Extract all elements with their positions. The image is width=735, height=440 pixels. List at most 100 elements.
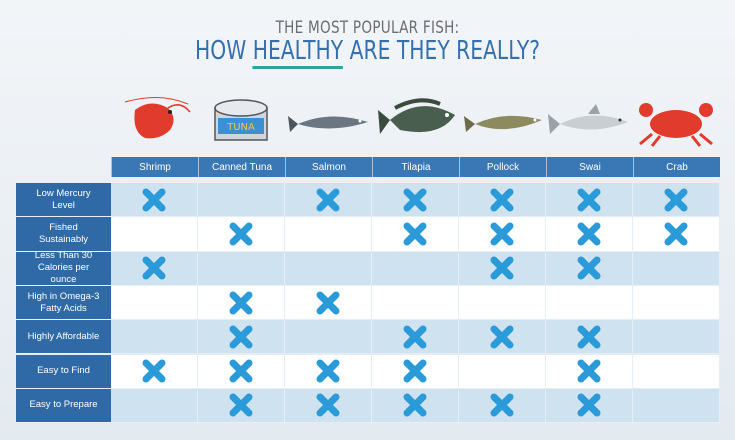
check-mark [664, 222, 688, 246]
check-mark [316, 359, 340, 383]
row-label: Easy to Find [16, 354, 111, 389]
shrimp-icon [124, 96, 191, 139]
kicker: THE MOST POPULAR FISH: [275, 18, 460, 38]
row-label: Highly Affordable [16, 320, 111, 355]
cell [633, 217, 720, 252]
cell [459, 285, 546, 321]
check-mark [316, 393, 340, 417]
row-label: Less Than 30 Calories per ounce [16, 250, 111, 286]
check-mark [577, 393, 601, 417]
cell [633, 354, 720, 389]
check-mark [577, 222, 601, 246]
cell [372, 183, 459, 218]
cell [285, 320, 372, 355]
title-part: HOW [195, 36, 247, 66]
check-mark [229, 359, 253, 383]
check-mark [403, 359, 427, 383]
check-mark [490, 188, 514, 212]
cell [111, 320, 198, 355]
check-mark [664, 188, 688, 212]
row-label: Fished Sustainably [16, 217, 111, 252]
cell [372, 217, 459, 252]
cell [459, 388, 546, 424]
title-emphasis: HEALTHY [252, 36, 344, 69]
check-mark [577, 188, 601, 212]
cell [198, 251, 285, 286]
check-mark [490, 222, 514, 246]
cell [111, 251, 198, 286]
check-mark [142, 256, 166, 280]
cell [111, 285, 198, 321]
check-mark [229, 222, 253, 246]
column-header: Swai [546, 157, 633, 177]
cell [546, 354, 633, 389]
cell [459, 354, 546, 389]
cell [285, 251, 372, 286]
cell [198, 354, 285, 389]
cell [459, 251, 546, 286]
column-header: Crab [633, 157, 720, 177]
check-mark [142, 188, 166, 212]
column-header: Canned Tuna [198, 157, 285, 177]
check-mark [577, 359, 601, 383]
cell [372, 285, 459, 321]
column-header: Tilapia [372, 157, 459, 177]
check-mark [403, 222, 427, 246]
cell [633, 183, 720, 218]
cell [546, 388, 633, 424]
cell [372, 320, 459, 355]
title-part: ARE THEY REALLY? [349, 36, 540, 66]
swai-icon [548, 104, 628, 134]
cell [459, 183, 546, 218]
cell [633, 320, 720, 355]
cell [372, 354, 459, 389]
check-mark [229, 325, 253, 349]
cell [285, 183, 372, 218]
check-mark [316, 291, 340, 315]
column-header: Salmon [285, 157, 372, 177]
cell [372, 388, 459, 424]
check-mark [490, 256, 514, 280]
check-mark [142, 359, 166, 383]
cell [546, 217, 633, 252]
check-mark [316, 188, 340, 212]
cell [111, 354, 198, 389]
cell [633, 251, 720, 286]
check-mark [229, 291, 253, 315]
cell [198, 388, 285, 424]
cell [198, 320, 285, 355]
check-mark [577, 256, 601, 280]
cell [459, 320, 546, 355]
row-label: High in Omega-3 Fatty Acids [16, 285, 111, 321]
can-label: TUNA [226, 122, 255, 133]
row-label: Low Mercury Level [16, 183, 111, 218]
fish-icons: TUNA [124, 96, 713, 147]
cell [459, 217, 546, 252]
title: HOW HEALTHY ARE THEY REALLY? [81, 36, 654, 69]
cell [111, 217, 198, 252]
tuna-can-icon: TUNA [214, 99, 268, 141]
check-mark [403, 393, 427, 417]
column-header: Shrimp [111, 157, 198, 177]
pollock-icon [464, 115, 542, 132]
cell [633, 388, 720, 424]
crab-icon [639, 103, 713, 147]
check-mark [490, 393, 514, 417]
row-label: Easy to Prepare [16, 388, 111, 424]
check-mark [403, 325, 427, 349]
salmon-icon [288, 116, 368, 132]
cell [546, 320, 633, 355]
cell [546, 285, 633, 321]
cell [198, 285, 285, 321]
cell [111, 388, 198, 424]
cell [198, 217, 285, 252]
cell [633, 285, 720, 321]
check-mark [577, 325, 601, 349]
cell [285, 217, 372, 252]
check-mark [490, 325, 514, 349]
check-mark [403, 188, 427, 212]
cell [285, 388, 372, 424]
tilapia-icon [378, 98, 455, 134]
cell [372, 251, 459, 286]
